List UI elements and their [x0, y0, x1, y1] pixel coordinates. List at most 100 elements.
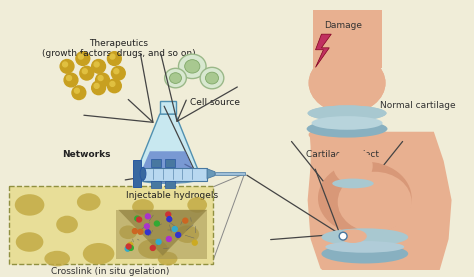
Circle shape [72, 86, 86, 99]
Circle shape [80, 66, 94, 80]
FancyBboxPatch shape [9, 186, 213, 265]
Circle shape [91, 81, 106, 95]
Text: Injectable hydrogels: Injectable hydrogels [127, 191, 219, 200]
Ellipse shape [16, 232, 44, 252]
Ellipse shape [318, 161, 411, 235]
Ellipse shape [339, 229, 367, 243]
Circle shape [166, 212, 171, 217]
Polygon shape [308, 132, 452, 277]
Circle shape [78, 54, 83, 59]
Ellipse shape [178, 54, 206, 79]
Ellipse shape [321, 228, 408, 246]
Circle shape [135, 216, 140, 221]
Text: Crosslink (in situ gelation): Crosslink (in situ gelation) [51, 267, 170, 276]
Ellipse shape [307, 120, 387, 138]
Circle shape [110, 54, 115, 59]
Ellipse shape [332, 179, 374, 188]
Ellipse shape [56, 216, 78, 233]
Circle shape [173, 227, 177, 232]
Circle shape [137, 217, 142, 222]
Polygon shape [312, 10, 382, 68]
Circle shape [64, 73, 78, 87]
Bar [133, 160, 141, 187]
Circle shape [339, 232, 347, 240]
Polygon shape [316, 34, 331, 67]
Text: Damage: Damage [324, 22, 362, 30]
Circle shape [156, 239, 161, 244]
Circle shape [125, 246, 130, 251]
Bar [164, 181, 174, 188]
Circle shape [166, 237, 171, 242]
Ellipse shape [325, 241, 404, 253]
Ellipse shape [309, 125, 385, 144]
Circle shape [183, 218, 188, 223]
Text: Therapeutics
(growth factors, drugs, and so on): Therapeutics (growth factors, drugs, and… [42, 39, 195, 58]
Bar [151, 181, 161, 188]
Ellipse shape [132, 199, 154, 215]
Ellipse shape [158, 252, 177, 265]
Circle shape [132, 229, 137, 234]
Ellipse shape [138, 239, 168, 259]
Ellipse shape [140, 167, 146, 180]
Circle shape [96, 73, 109, 87]
Ellipse shape [311, 116, 383, 130]
Circle shape [111, 66, 125, 80]
Ellipse shape [309, 53, 385, 113]
Ellipse shape [77, 193, 100, 211]
Ellipse shape [187, 197, 207, 213]
Ellipse shape [321, 244, 408, 263]
Circle shape [63, 62, 67, 67]
Circle shape [192, 240, 197, 245]
Polygon shape [323, 261, 406, 277]
Ellipse shape [83, 243, 114, 265]
Circle shape [114, 69, 119, 74]
Ellipse shape [337, 172, 411, 232]
Ellipse shape [205, 72, 219, 84]
Bar [164, 159, 174, 167]
Ellipse shape [333, 147, 373, 184]
Ellipse shape [45, 251, 70, 266]
Bar [151, 159, 161, 167]
Polygon shape [136, 114, 199, 181]
Ellipse shape [119, 225, 137, 239]
Circle shape [150, 245, 155, 250]
Circle shape [108, 79, 121, 93]
Ellipse shape [15, 194, 45, 216]
Circle shape [128, 242, 133, 247]
Circle shape [82, 69, 87, 74]
Text: Normal cartilage: Normal cartilage [380, 101, 455, 110]
Circle shape [146, 214, 150, 219]
Circle shape [146, 230, 150, 235]
Circle shape [126, 244, 131, 249]
Ellipse shape [175, 225, 199, 243]
Ellipse shape [185, 60, 200, 73]
Circle shape [94, 62, 99, 67]
Circle shape [155, 221, 159, 226]
Circle shape [167, 216, 172, 220]
Polygon shape [118, 210, 207, 256]
Polygon shape [138, 151, 197, 179]
Ellipse shape [164, 68, 186, 88]
Circle shape [98, 76, 103, 81]
Circle shape [94, 83, 99, 88]
Text: Cell source: Cell source [190, 98, 240, 107]
Bar [141, 171, 197, 177]
Polygon shape [207, 169, 215, 179]
Polygon shape [116, 210, 207, 259]
Circle shape [176, 232, 181, 237]
Circle shape [74, 88, 79, 93]
Circle shape [110, 81, 115, 86]
Text: Networks: Networks [62, 150, 110, 159]
Ellipse shape [170, 73, 182, 83]
Circle shape [108, 52, 121, 65]
Polygon shape [310, 135, 384, 185]
Polygon shape [160, 101, 175, 114]
Circle shape [138, 229, 143, 234]
Circle shape [145, 224, 149, 229]
Text: Cartilage defect: Cartilage defect [306, 150, 379, 159]
Bar [143, 168, 207, 181]
Ellipse shape [136, 174, 199, 183]
Circle shape [60, 60, 74, 73]
Ellipse shape [308, 105, 386, 121]
Circle shape [66, 76, 72, 81]
